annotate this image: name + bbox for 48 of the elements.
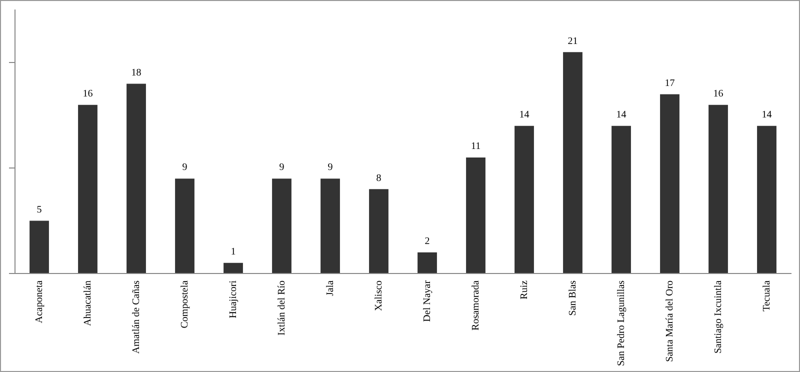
x-tick-label: Ruiz [518,280,530,300]
x-tick-label: Acaponeta [34,280,45,324]
x-tick-label: Huajicori [228,280,239,318]
x-tick-label: Tecuala [761,280,772,312]
bar [708,104,728,273]
x-tick-label: Compostela [179,280,190,328]
data-label: 8 [376,172,382,184]
bar [563,52,582,273]
x-tick-label: Santiago Ixcuintla [712,280,724,354]
bar [30,220,49,273]
x-tick-label: Santa María del Oro [664,280,676,362]
data-label: 2 [424,236,430,248]
bar [369,189,388,273]
bar [612,126,631,273]
bar [757,126,776,273]
data-label: 9 [182,162,188,174]
x-tick-label: Amatlán de Cañas [130,280,142,354]
bar [514,126,534,273]
data-label: 9 [328,162,333,174]
x-tick-label: San Blas [567,280,578,316]
bar [78,104,98,273]
data-label: 1 [230,246,236,258]
bar [224,262,243,273]
data-label: 16 [713,88,724,100]
bar [660,94,680,273]
data-label: 11 [470,141,481,152]
data-label: 21 [568,36,578,47]
data-label: 14 [762,110,772,121]
bar [418,252,437,273]
bar [272,178,292,273]
data-label: 14 [519,110,530,121]
bar [175,178,194,273]
bar [320,178,340,273]
x-tick-label: Del Nayar [422,280,433,322]
x-tick-label: Jala [324,280,336,296]
data-label: 9 [279,162,284,174]
bar [126,84,146,273]
x-tick-label: Xalisco [373,280,384,312]
data-label: 5 [36,204,42,216]
x-tick-label: Rosamorada [470,280,482,330]
x-tick-label: San Pedro Lagunillas [616,280,627,366]
x-tick-label: Ahuacatlán [82,280,94,326]
data-label: 16 [82,88,93,100]
data-label: 18 [131,67,142,78]
bar [466,158,486,273]
data-label: 14 [616,110,626,121]
x-tick-label: Ixtlán del Río [276,280,288,336]
data-label: 17 [664,78,675,89]
